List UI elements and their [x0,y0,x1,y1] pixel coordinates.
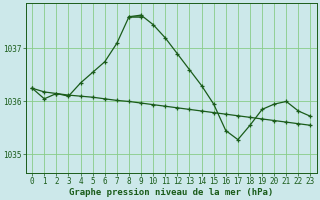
X-axis label: Graphe pression niveau de la mer (hPa): Graphe pression niveau de la mer (hPa) [69,188,274,197]
